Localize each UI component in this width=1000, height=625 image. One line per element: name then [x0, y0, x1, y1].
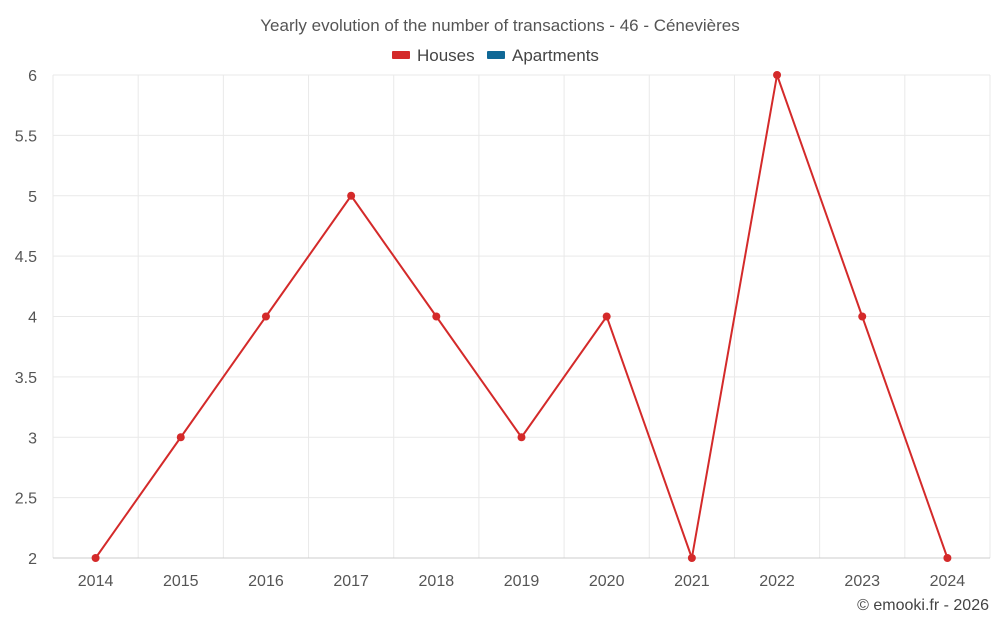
legend-label-houses: Houses [417, 46, 475, 65]
legend-item-houses[interactable]: Houses [392, 46, 475, 65]
x-tick-label: 2020 [589, 573, 625, 590]
y-tick-label: 6 [28, 68, 37, 85]
x-tick-label: 2014 [78, 573, 114, 590]
y-tick-label: 5 [28, 189, 37, 206]
y-tick-label: 3 [28, 430, 37, 447]
y-tick-label: 2 [28, 551, 37, 568]
data-point-houses-2022[interactable] [773, 71, 782, 79]
chart-title: Yearly evolution of the number of transa… [260, 16, 739, 35]
legend-swatch-houses [392, 51, 410, 59]
x-tick-label: 2018 [419, 573, 455, 590]
y-tick-label: 4 [28, 310, 37, 327]
data-point-houses-2019[interactable] [517, 433, 526, 442]
x-tick-label: 2015 [163, 573, 199, 590]
data-point-houses-2021[interactable] [687, 554, 696, 562]
x-tick-label: 2017 [333, 573, 369, 590]
legend: Houses Apartments [392, 46, 599, 65]
y-axis-ticks: 2 2.5 3 3.5 4 4.5 5 5.5 6 [15, 68, 37, 568]
y-tick-label: 4.5 [15, 249, 37, 266]
x-tick-label: 2022 [759, 573, 795, 590]
credit-text: © emooki.fr - 2026 [857, 597, 989, 614]
legend-label-apartments: Apartments [512, 46, 599, 65]
y-tick-label: 3.5 [15, 370, 37, 387]
y-tick-label: 5.5 [15, 128, 37, 145]
x-tick-label: 2019 [504, 573, 540, 590]
legend-item-apartments[interactable]: Apartments [487, 46, 599, 65]
x-axis-ticks: 2014 2015 2016 2017 2018 2019 2020 2021 2022 2023… [78, 573, 966, 590]
data-point-houses-2023[interactable] [858, 312, 867, 321]
x-tick-label: 2021 [674, 573, 710, 590]
data-point-houses-2014[interactable] [91, 554, 100, 562]
data-point-houses-2018[interactable] [432, 312, 441, 321]
x-tick-label: 2024 [930, 573, 966, 590]
x-tick-label: 2023 [844, 573, 880, 590]
x-tick-label: 2016 [248, 573, 284, 590]
data-point-houses-2024[interactable] [943, 554, 952, 562]
data-point-houses-2017[interactable] [347, 191, 356, 200]
y-tick-label: 2.5 [15, 491, 37, 508]
data-point-houses-2015[interactable] [176, 433, 185, 442]
legend-swatch-apartments [487, 51, 505, 59]
data-point-houses-2020[interactable] [602, 312, 611, 321]
data-point-houses-2016[interactable] [261, 312, 270, 321]
points-houses [91, 71, 952, 562]
grid [52, 74, 991, 558]
